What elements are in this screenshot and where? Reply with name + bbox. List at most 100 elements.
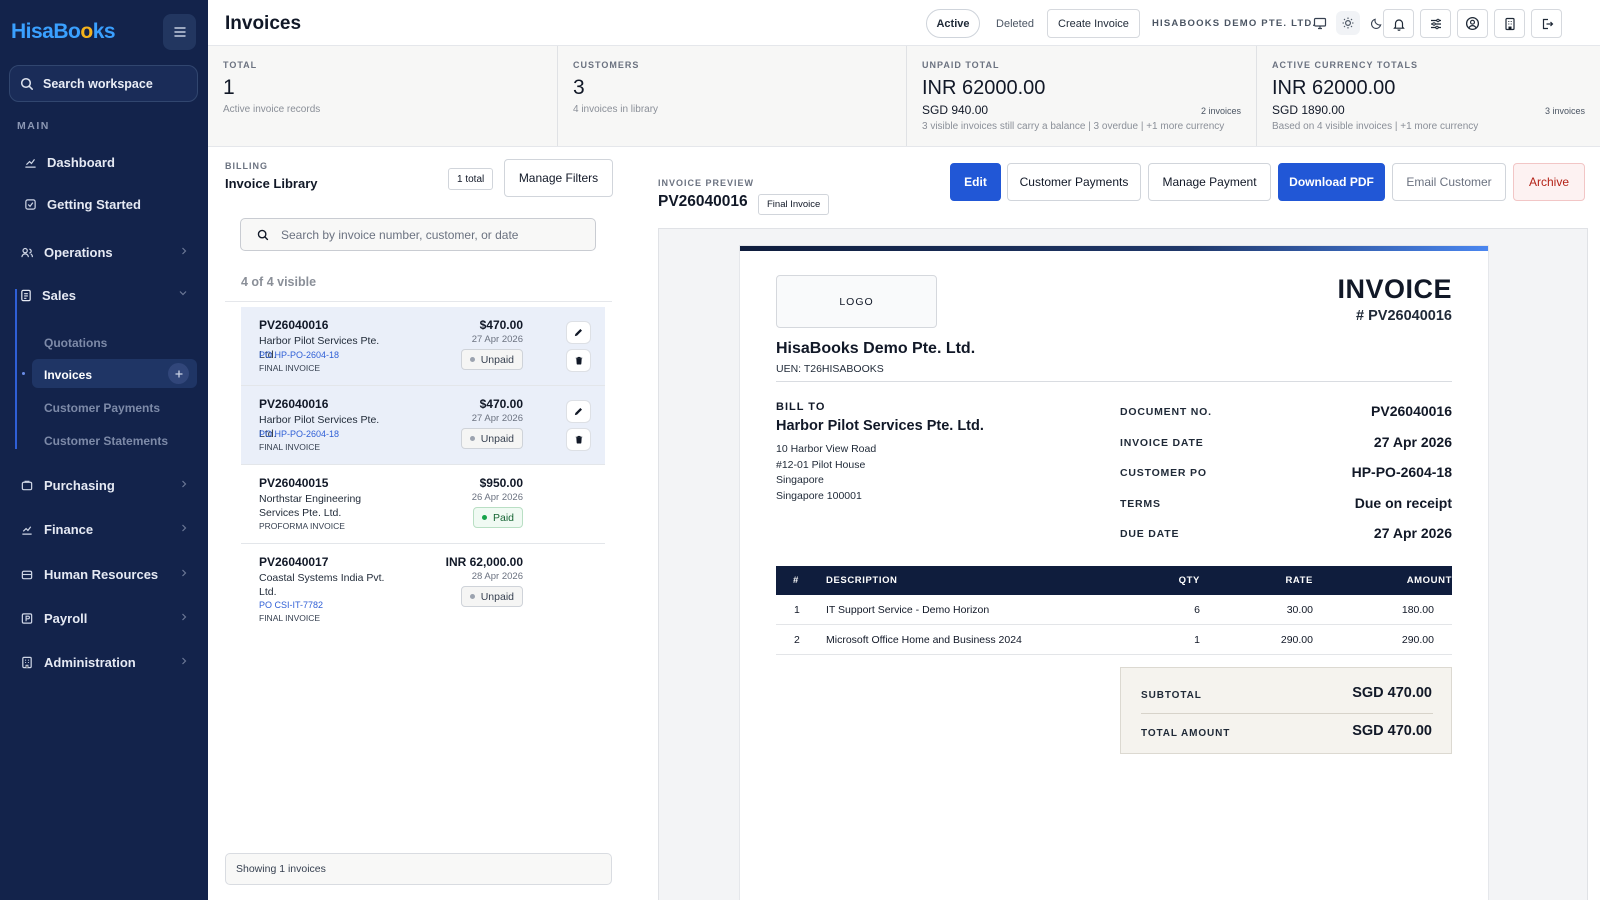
row-separator xyxy=(241,543,605,544)
bill-to-name: Harbor Pilot Services Pte. Ltd. xyxy=(776,418,984,434)
nav-operations[interactable]: Operations xyxy=(20,241,188,263)
stat-unpaid-total: UNPAID TOTAL INR 62000.00 SGD 940.00 2 i… xyxy=(907,46,1257,146)
subtotal-value: SGD 470.00 xyxy=(1352,685,1432,701)
total-amount-value: SGD 470.00 xyxy=(1352,723,1432,739)
meta-value: Due on receipt xyxy=(1354,495,1452,511)
pencil-icon xyxy=(574,408,582,416)
meta-value: 27 Apr 2026 xyxy=(1373,434,1452,450)
delete-invoice-button[interactable] xyxy=(566,428,591,451)
stat-label: TOTAL xyxy=(223,60,258,70)
invoice-date: 28 Apr 2026 xyxy=(471,571,523,582)
document-canvas[interactable]: LOGO INVOICE # PV26040016 HisaBooks Demo… xyxy=(658,228,1588,900)
nav-getting-started[interactable]: Getting Started xyxy=(24,193,192,215)
logout-button[interactable] xyxy=(1531,9,1562,38)
create-invoice-button[interactable]: Create Invoice xyxy=(1047,9,1140,38)
invoice-kind: PROFORMA INVOICE xyxy=(259,521,345,531)
chevron-down-icon xyxy=(179,291,187,296)
nav-quotations[interactable]: Quotations xyxy=(44,336,108,350)
nav-label: Getting Started xyxy=(47,196,141,212)
invoice-row[interactable]: PV26040016 Harbor Pilot Services Pte. Lt… xyxy=(241,386,605,464)
theme-light-button[interactable] xyxy=(1336,11,1360,35)
brand-logo[interactable]: HisaBooks xyxy=(11,20,116,43)
delete-invoice-button[interactable] xyxy=(566,349,591,372)
stat-value: INR 62000.00 xyxy=(1272,77,1396,99)
stat-secondary: SGD 1890.00 xyxy=(1272,103,1345,117)
col-num: # xyxy=(793,575,799,586)
invoice-customer: Harbor Pilot Services Pte. Ltd. xyxy=(259,414,380,440)
stat-caption: Based on 4 visible invoices | +1 more cu… xyxy=(1272,121,1479,132)
nav-sales[interactable]: Sales xyxy=(20,284,188,306)
invoice-row[interactable]: PV26040017 Coastal Systems India Pvt. Lt… xyxy=(241,544,605,623)
notifications-button[interactable] xyxy=(1383,9,1414,38)
total-badge: 1 total xyxy=(448,168,494,190)
logout-icon xyxy=(1542,18,1553,29)
edit-invoice-button[interactable] xyxy=(566,321,591,344)
invoice-row[interactable]: PV26040015 Northstar Engineering Service… xyxy=(241,465,605,543)
download-pdf-button[interactable]: Download PDF xyxy=(1278,163,1385,201)
chevron-right-icon xyxy=(182,613,187,621)
customer-payments-button[interactable]: Customer Payments xyxy=(1007,163,1141,201)
theme-system-button[interactable] xyxy=(1308,11,1332,35)
logo-placeholder: LOGO xyxy=(776,275,937,328)
top-header: Invoices Active Deleted Create Invoice H… xyxy=(208,0,1600,46)
nav-finance[interactable]: Finance xyxy=(20,518,188,540)
sun-icon xyxy=(1342,17,1354,29)
invoice-preview-panel: INVOICE PREVIEW PV26040016 Final Invoice… xyxy=(632,147,1600,900)
stat-label: CUSTOMERS xyxy=(573,60,640,70)
hr-icon xyxy=(21,570,33,579)
nav-customer-payments[interactable]: Customer Payments xyxy=(44,401,161,415)
nav-administration[interactable]: Administration xyxy=(20,651,188,673)
manage-payment-button[interactable]: Manage Payment xyxy=(1148,163,1271,201)
col-qty: QTY xyxy=(1178,575,1200,586)
meta-value: HP-PO-2604-18 xyxy=(1351,464,1452,480)
sidebar-toggle-button[interactable] xyxy=(163,14,196,50)
manage-filters-button[interactable]: Manage Filters xyxy=(504,159,613,197)
company-name: HISABOOKS DEMO PTE. LTD. xyxy=(1152,18,1317,29)
theme-dark-button[interactable] xyxy=(1364,11,1388,35)
stats-bar: TOTAL 1 Active invoice records CUSTOMERS… xyxy=(208,46,1600,147)
tab-active[interactable]: Active xyxy=(926,9,980,38)
company-switch-button[interactable] xyxy=(1494,9,1525,38)
library-footer: Showing 1 invoices xyxy=(225,853,612,885)
trash-icon xyxy=(575,356,582,365)
row-separator xyxy=(241,464,605,465)
invoice-search-input[interactable]: Search by invoice number, customer, or d… xyxy=(240,218,596,251)
profile-button[interactable] xyxy=(1457,9,1488,38)
invoice-amount: INR 62,000.00 xyxy=(445,555,523,569)
tab-deleted[interactable]: Deleted xyxy=(996,17,1034,30)
edit-invoice-button[interactable] xyxy=(566,400,591,423)
invoice-row[interactable]: PV26040016 Harbor Pilot Services Pte. Lt… xyxy=(241,307,605,385)
dashboard-icon xyxy=(25,158,36,168)
nav-label: Sales xyxy=(42,287,76,303)
workspace-search[interactable]: Search workspace xyxy=(9,65,198,102)
nav-purchasing[interactable]: Purchasing xyxy=(20,474,188,496)
nav-customer-statements[interactable]: Customer Statements xyxy=(44,434,169,448)
section-label-main: MAIN xyxy=(17,120,50,132)
nav-label: Human Resources xyxy=(44,566,159,582)
nav-invoices[interactable]: Invoices xyxy=(44,368,93,382)
add-invoice-button[interactable] xyxy=(168,363,189,384)
stat-caption: Active invoice records xyxy=(223,104,321,115)
active-dot xyxy=(22,372,25,375)
stat-caption: 3 visible invoices still carry a balance… xyxy=(922,121,1225,132)
bill-to-label: BILL TO xyxy=(776,401,826,413)
nav-dashboard[interactable]: Dashboard xyxy=(24,151,192,173)
nav-label: Finance xyxy=(44,521,94,537)
totals-divider xyxy=(1141,713,1433,714)
nav-payroll[interactable]: Payroll xyxy=(20,607,188,629)
email-customer-button[interactable]: Email Customer xyxy=(1392,163,1506,201)
nav-human-resources[interactable]: Human Resources xyxy=(20,563,188,585)
visible-count: 4 of 4 visible xyxy=(241,275,317,289)
stat-label: UNPAID TOTAL xyxy=(922,60,1000,70)
stat-total: TOTAL 1 Active invoice records xyxy=(208,46,558,146)
workspace-search-label: Search workspace xyxy=(43,76,153,91)
settings-sliders-button[interactable] xyxy=(1420,9,1451,38)
line-qty: 6 xyxy=(1194,603,1200,616)
status-badge: Paid xyxy=(472,507,523,528)
invoice-amount: $950.00 xyxy=(479,476,523,490)
document-number-line: # PV26040016 xyxy=(1356,308,1452,324)
edit-button[interactable]: Edit xyxy=(950,163,1001,201)
line-amount: 290.00 xyxy=(1401,633,1434,646)
archive-button[interactable]: Archive xyxy=(1513,163,1585,201)
invoice-number: PV26040016 xyxy=(259,397,329,411)
